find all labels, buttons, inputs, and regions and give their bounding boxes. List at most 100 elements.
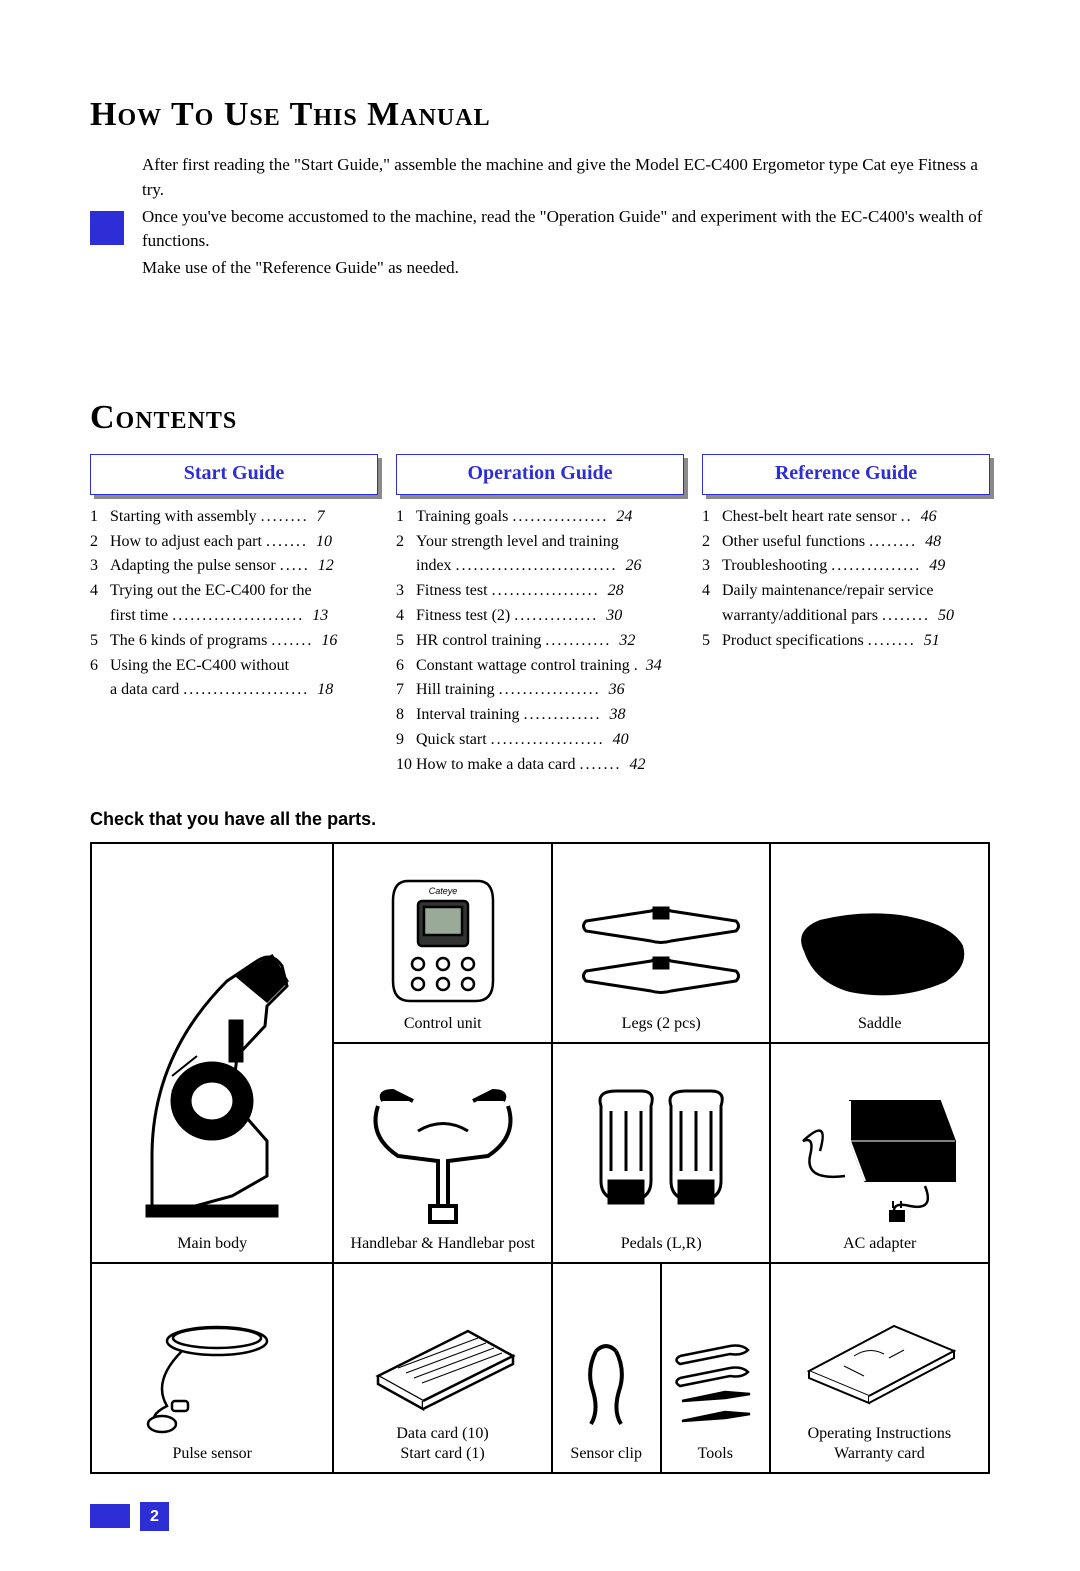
toc-num: 2 [396,530,416,555]
toc-text: Troubleshooting ............... 49 [722,554,990,579]
part-legs: Legs (2 pcs) [552,843,771,1043]
toc-text: Adapting the pulse sensor ..... 12 [110,554,378,579]
pedals-icon [581,1086,741,1226]
toc-text: index ........................... 26 [416,554,684,579]
accent-square [90,211,124,245]
toc-text: How to make a data card ....... 42 [416,753,684,778]
toc-text: Your strength level and training [416,530,684,555]
toc-text: Quick start ................... 40 [416,728,684,753]
part-label: Tools [698,1444,733,1464]
toc-text: The 6 kinds of programs ....... 16 [110,629,378,654]
section-title-operation: Operation Guide [396,454,684,495]
toc-num: 5 [702,629,722,654]
part-label: Main body [177,1234,247,1254]
toc-item: 5Product specifications ........ 51 [702,629,990,654]
toc-item: 6Constant wattage control training . 34 [396,654,684,679]
toc-text: Trying out the EC-C400 for the [110,579,378,604]
legs-icon [576,896,746,1006]
toc-item: 3Adapting the pulse sensor ..... 12 [90,554,378,579]
toc-text: Fitness test (2) .............. 30 [416,604,684,629]
toc-text: a data card ..................... 18 [110,678,378,703]
toc-num: 2 [702,530,722,555]
intro-p2: Once you've become accustomed to the mac… [142,205,990,254]
control-unit-icon: Cateye [388,876,498,1006]
col-reference: Reference Guide 1Chest-belt heart rate s… [702,454,990,778]
intro-p3: Make use of the "Reference Guide" as nee… [142,256,990,281]
parts-grid: Main body Cateye Control un [90,842,990,1474]
toc-num: 4 [396,604,416,629]
toc-num: 6 [396,654,416,679]
toc-num: 1 [396,505,416,530]
part-label: Legs (2 pcs) [622,1014,701,1034]
toc-item: 1Starting with assembly ........ 7 [90,505,378,530]
heading-contents: Contents [90,393,990,442]
part-saddle: Saddle [770,843,989,1043]
toc-item-cont: index ........................... 26 [396,554,684,579]
page-number: 2 [140,1502,169,1531]
part-handlebar: Handlebar & Handlebar post [333,1043,552,1263]
toc-item: 8Interval training ............. 38 [396,703,684,728]
toc-num: 9 [396,728,416,753]
toc-num: 4 [702,579,722,604]
section-box-reference: Reference Guide [702,454,990,495]
toc-item-cont: first time ...................... 13 [90,604,378,629]
part-control-unit: Cateye Control unit [333,843,552,1043]
data-card-icon [358,1306,528,1416]
toc-item: 4Fitness test (2) .............. 30 [396,604,684,629]
toc-text: Training goals ................ 24 [416,505,684,530]
toc-text: Fitness test .................. 28 [416,579,684,604]
intro-block: After first reading the "Start Guide," a… [90,153,990,282]
col-operation: Operation Guide 1Training goals ........… [396,454,684,778]
toc-item: 1Training goals ................ 24 [396,505,684,530]
toc-text: Constant wattage control training . 34 [416,654,684,679]
toc-text: Interval training ............. 38 [416,703,684,728]
part-label: Pulse sensor [172,1444,252,1464]
toc-item: 9Quick start ................... 40 [396,728,684,753]
toc-num: 10 [396,753,416,778]
toc-num: 6 [90,654,110,679]
section-title-reference: Reference Guide [702,454,990,495]
subhead-parts: Check that you have all the parts. [90,806,990,832]
toc-item: 2Other useful functions ........ 48 [702,530,990,555]
toc-num: 1 [90,505,110,530]
toc-item: 10How to make a data card ....... 42 [396,753,684,778]
toc-num: 5 [90,629,110,654]
heading-howto: How To Use This Manual [90,90,990,139]
toc-text: Starting with assembly ........ 7 [110,505,378,530]
part-data-card: Data card (10) Start card (1) [333,1263,551,1473]
section-box-start: Start Guide [90,454,378,495]
toc-item: 2How to adjust each part ....... 10 [90,530,378,555]
part-label: Saddle [858,1014,902,1034]
handlebar-icon [358,1076,528,1226]
part-label: Control unit [404,1014,482,1034]
ac-adapter-icon [795,1086,965,1226]
part-tools: Tools [661,1263,770,1473]
toc-operation: 1Training goals ................ 242Your… [396,505,684,778]
toc-text: Product specifications ........ 51 [722,629,990,654]
toc-item-cont: warranty/additional pars ........ 50 [702,604,990,629]
toc-item: 3Fitness test .................. 28 [396,579,684,604]
page-footer: 2 [90,1502,990,1531]
part-instructions: Operating Instructions Warranty card [770,1263,989,1473]
toc-text: warranty/additional pars ........ 50 [722,604,990,629]
toc-reference: 1Chest-belt heart rate sensor .. 462Othe… [702,505,990,654]
part-label: Data card (10) Start card (1) [396,1424,488,1464]
toc-item: 7Hill training ................. 36 [396,678,684,703]
main-body-icon [117,926,307,1226]
toc-start: 1Starting with assembly ........ 72How t… [90,505,378,703]
part-label: Pedals (L,R) [621,1234,702,1254]
toc-item: 4Daily maintenance/repair service [702,579,990,604]
col-start: Start Guide 1Starting with assembly ....… [90,454,378,778]
toc-num: 4 [90,579,110,604]
intro-text: After first reading the "Start Guide," a… [142,153,990,282]
toc-text: Daily maintenance/repair service [722,579,990,604]
section-title-start: Start Guide [90,454,378,495]
toc-text: first time ...................... 13 [110,604,378,629]
part-label: Handlebar & Handlebar post [351,1234,535,1254]
toc-item: 4Trying out the EC-C400 for the [90,579,378,604]
toc-num: 2 [90,530,110,555]
part-label: Sensor clip [570,1444,642,1464]
section-box-operation: Operation Guide [396,454,684,495]
intro-p1: After first reading the "Start Guide," a… [142,153,990,202]
toc-text: Hill training ................. 36 [416,678,684,703]
